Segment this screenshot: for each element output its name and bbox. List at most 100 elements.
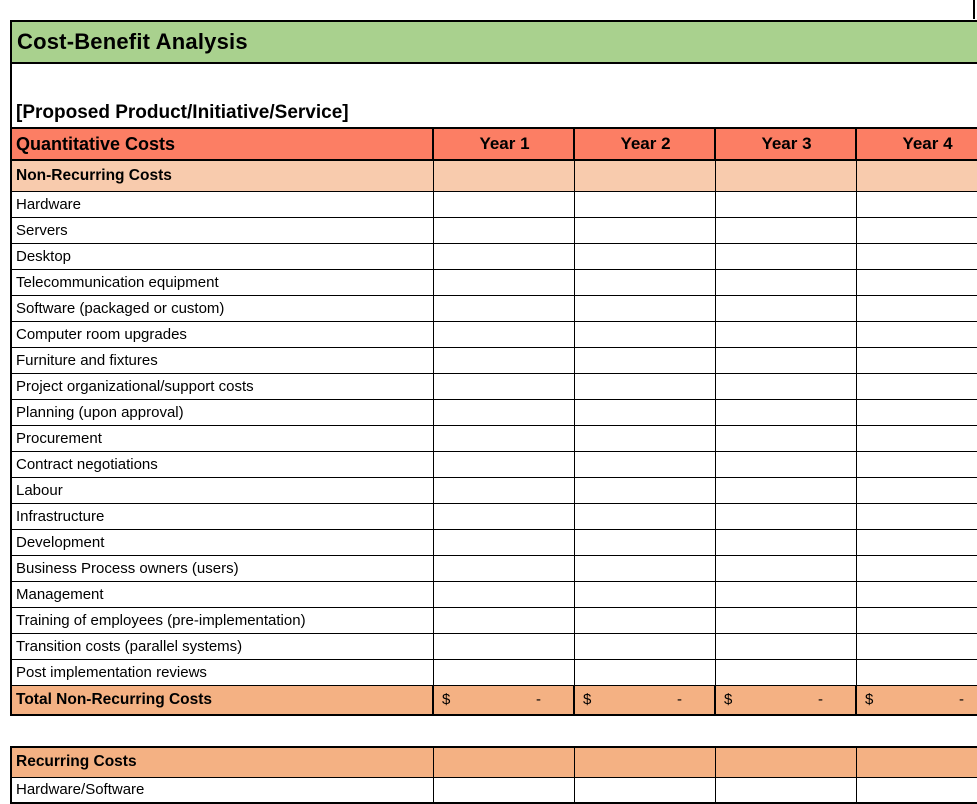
grid-cell[interactable] <box>855 268 977 296</box>
grid-cell[interactable] <box>573 554 716 582</box>
grid-cell[interactable] <box>432 372 575 400</box>
cost-item-label[interactable]: Development <box>10 528 434 556</box>
cost-item-label[interactable]: Post implementation reviews <box>10 658 434 686</box>
cost-item-label[interactable]: Procurement <box>10 424 434 452</box>
grid-cell[interactable] <box>573 268 716 296</box>
grid-cell[interactable] <box>432 658 575 686</box>
grid-cell[interactable] <box>573 242 716 270</box>
grid-cell[interactable] <box>432 746 575 778</box>
grid-cell[interactable] <box>432 776 575 804</box>
sheet-title-cell[interactable]: Cost-Benefit Analysis <box>10 20 977 64</box>
grid-cell[interactable] <box>855 554 977 582</box>
section-label[interactable]: Recurring Costs <box>10 746 434 778</box>
grid-cell[interactable] <box>432 268 575 296</box>
cost-item-label[interactable]: Labour <box>10 476 434 504</box>
grid-cell[interactable] <box>573 606 716 634</box>
grid-cell[interactable] <box>432 554 575 582</box>
cost-item-label[interactable]: Training of employees (pre-implementatio… <box>10 606 434 634</box>
grid-cell[interactable] <box>573 346 716 374</box>
grid-cell[interactable] <box>855 398 977 426</box>
grid-cell[interactable] <box>855 776 977 804</box>
grid-cell[interactable] <box>855 450 977 478</box>
grid-cell[interactable] <box>432 632 575 660</box>
grid-cell[interactable] <box>855 746 977 778</box>
grid-cell[interactable] <box>432 216 575 244</box>
cost-item-label[interactable]: Telecommunication equipment <box>10 268 434 296</box>
grid-cell[interactable] <box>432 190 575 218</box>
grid-cell[interactable] <box>714 346 857 374</box>
grid-cell[interactable] <box>714 476 857 504</box>
grid-cell[interactable] <box>714 216 857 244</box>
grid-cell[interactable] <box>714 450 857 478</box>
section-label[interactable]: Non-Recurring Costs <box>10 159 434 192</box>
cost-item-label[interactable]: Management <box>10 580 434 608</box>
grid-cell[interactable] <box>432 398 575 426</box>
total-year-4-cell[interactable]: $ - <box>855 684 977 716</box>
grid-cell[interactable] <box>714 190 857 218</box>
grid-cell[interactable] <box>432 606 575 634</box>
grid-cell[interactable] <box>714 658 857 686</box>
grid-cell[interactable] <box>714 242 857 270</box>
grid-cell[interactable] <box>573 190 716 218</box>
total-year-3-cell[interactable]: $ - <box>714 684 857 716</box>
grid-cell[interactable] <box>573 580 716 608</box>
grid-cell[interactable] <box>855 424 977 452</box>
cost-item-label[interactable]: Hardware/Software <box>10 776 434 804</box>
total-year-2-cell[interactable]: $ - <box>573 684 716 716</box>
grid-cell[interactable] <box>573 424 716 452</box>
grid-cell[interactable] <box>714 528 857 556</box>
grid-cell[interactable] <box>855 658 977 686</box>
grid-cell[interactable] <box>714 268 857 296</box>
grid-cell[interactable] <box>714 606 857 634</box>
cost-item-label[interactable]: Software (packaged or custom) <box>10 294 434 322</box>
grid-cell[interactable] <box>714 320 857 348</box>
grid-cell[interactable] <box>573 398 716 426</box>
grid-cell[interactable] <box>432 476 575 504</box>
cost-item-label[interactable]: Furniture and fixtures <box>10 346 434 374</box>
grid-cell[interactable] <box>714 580 857 608</box>
grid-cell[interactable] <box>573 632 716 660</box>
year-3-header[interactable]: Year 3 <box>714 127 857 161</box>
cost-item-label[interactable]: Infrastructure <box>10 502 434 530</box>
grid-cell[interactable] <box>432 502 575 530</box>
cost-item-label[interactable]: Planning (upon approval) <box>10 398 434 426</box>
grid-cell[interactable] <box>855 502 977 530</box>
cost-item-label[interactable]: Hardware <box>10 190 434 218</box>
grid-cell[interactable] <box>573 294 716 322</box>
grid-cell[interactable] <box>432 159 575 192</box>
grid-cell[interactable] <box>573 476 716 504</box>
grid-cell[interactable] <box>855 476 977 504</box>
grid-cell[interactable] <box>714 632 857 660</box>
grid-cell[interactable] <box>432 580 575 608</box>
grid-cell[interactable] <box>855 606 977 634</box>
grid-cell[interactable] <box>855 346 977 374</box>
grid-cell[interactable] <box>432 424 575 452</box>
grid-cell[interactable] <box>855 159 977 192</box>
grid-cell[interactable] <box>714 159 857 192</box>
grid-cell[interactable] <box>714 372 857 400</box>
grid-cell[interactable] <box>714 398 857 426</box>
cost-item-label[interactable]: Contract negotiations <box>10 450 434 478</box>
grid-cell[interactable] <box>714 554 857 582</box>
grid-cell[interactable] <box>855 372 977 400</box>
cost-item-label[interactable]: Desktop <box>10 242 434 270</box>
grid-cell[interactable] <box>573 502 716 530</box>
grid-cell[interactable] <box>573 746 716 778</box>
grid-cell[interactable] <box>855 190 977 218</box>
grid-cell[interactable] <box>573 776 716 804</box>
grid-cell[interactable] <box>432 528 575 556</box>
grid-cell[interactable] <box>573 216 716 244</box>
grid-cell[interactable] <box>714 776 857 804</box>
cost-item-label[interactable]: Servers <box>10 216 434 244</box>
proposal-name-cell[interactable]: [Proposed Product/Initiative/Service] <box>10 64 977 127</box>
grid-cell[interactable] <box>855 294 977 322</box>
grid-cell[interactable] <box>855 320 977 348</box>
grid-cell[interactable] <box>855 580 977 608</box>
year-1-header[interactable]: Year 1 <box>432 127 575 161</box>
year-2-header[interactable]: Year 2 <box>573 127 716 161</box>
cost-item-label[interactable]: Project organizational/support costs <box>10 372 434 400</box>
cost-item-label[interactable]: Business Process owners (users) <box>10 554 434 582</box>
grid-cell[interactable] <box>573 528 716 556</box>
grid-cell[interactable] <box>573 159 716 192</box>
grid-cell[interactable] <box>573 450 716 478</box>
